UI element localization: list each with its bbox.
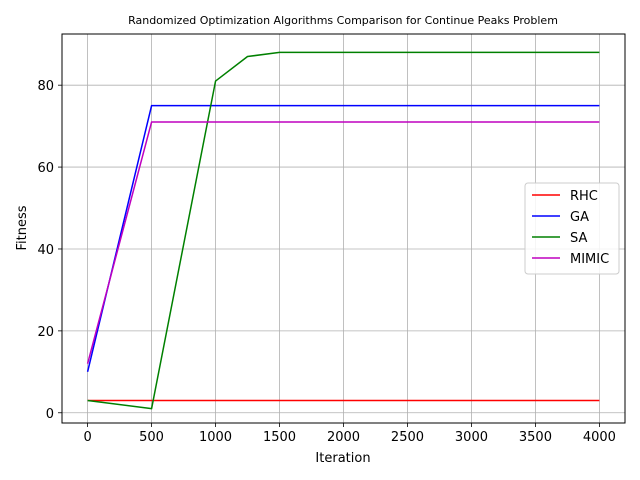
- series-line-sa: [87, 51, 600, 410]
- series-line-ga: [86, 104, 600, 372]
- chart-title: Randomized Optimization Algorithms Compa…: [128, 14, 558, 27]
- x-tick-label: 1500: [263, 430, 296, 445]
- y-axis-label: Fitness: [15, 205, 30, 250]
- x-axis-label: Iteration: [315, 451, 370, 466]
- y-tick-label: 80: [37, 79, 54, 94]
- x-tick-label: 2000: [327, 430, 360, 445]
- y-tick-label: 60: [37, 161, 54, 176]
- x-tick-label: 3000: [455, 430, 488, 445]
- legend-box: [524, 182, 620, 275]
- x-axis-ticks: 0 500 1000 1500 2000 2500 3000 3500 4000: [83, 423, 616, 445]
- legend: RHC GA SA MIMIC: [524, 182, 620, 275]
- series-line-mimic: [86, 121, 600, 364]
- legend-label-mimic: MIMIC: [570, 252, 609, 267]
- series-layer: [86, 51, 600, 410]
- y-tick-label: 20: [37, 325, 54, 340]
- y-tick-label: 40: [37, 243, 54, 258]
- x-tick-label: 0: [83, 430, 91, 445]
- x-tick-label: 3500: [519, 430, 552, 445]
- x-tick-label: 500: [139, 430, 164, 445]
- legend-label-sa: SA: [570, 231, 587, 246]
- y-axis-ticks: 0 20 40 60 80: [37, 79, 62, 422]
- legend-label-rhc: RHC: [570, 189, 598, 204]
- x-tick-label: 2500: [391, 430, 424, 445]
- legend-label-ga: GA: [570, 210, 589, 225]
- x-tick-label: 4000: [583, 430, 616, 445]
- y-tick-label: 0: [46, 407, 54, 422]
- grid: [62, 34, 625, 423]
- x-tick-label: 1000: [199, 430, 232, 445]
